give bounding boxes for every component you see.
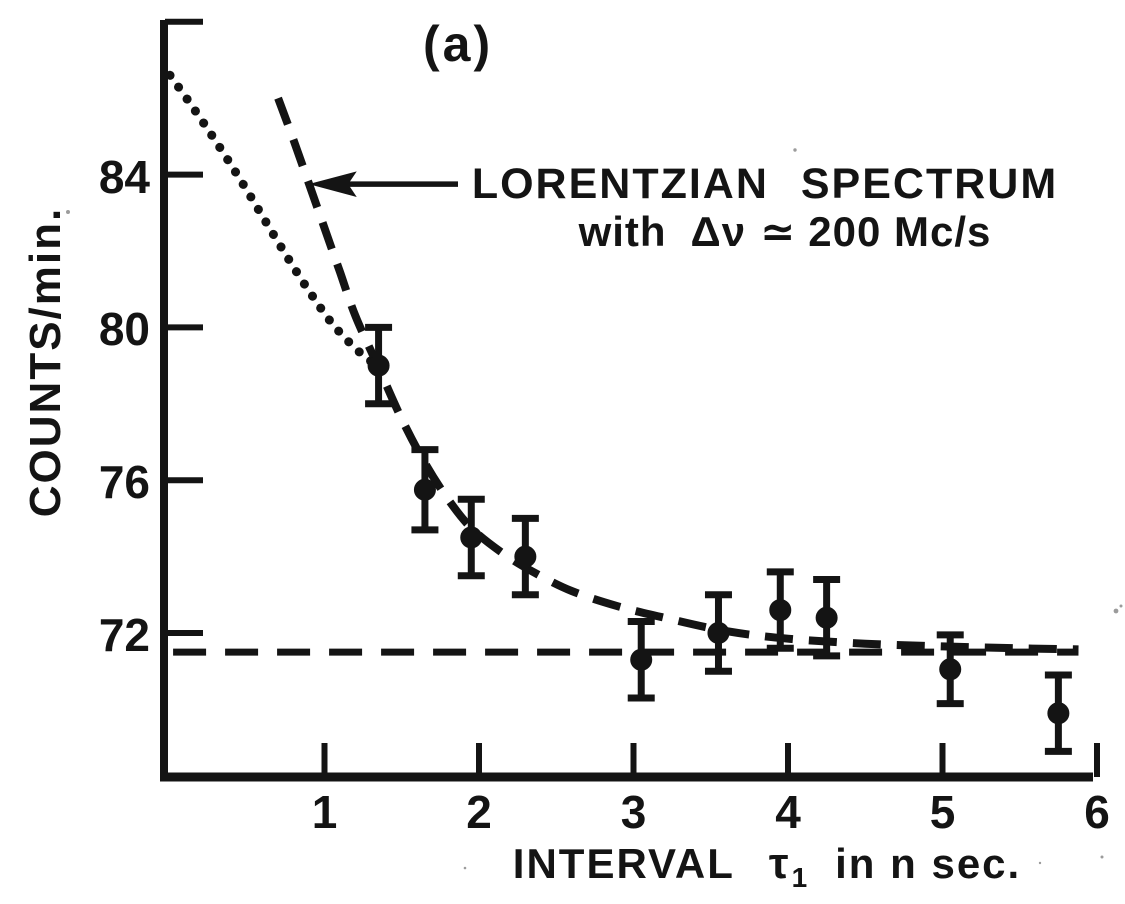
x-tick-label: 1 (311, 786, 338, 838)
x-axis-title-word: INTERVAL (512, 840, 735, 887)
y-tick-label: 72 (98, 609, 150, 661)
annotation-line2: with Δν ≃ 200 Mc/s (465, 211, 1105, 253)
data-point-marker (815, 606, 838, 629)
annotation-linewidth-value: 200 Mc/s (808, 208, 992, 255)
y-tick-label: 80 (98, 303, 150, 356)
y-axis-title: COUNTS/min. (21, 206, 70, 518)
data-point-with-error-bar (411, 446, 439, 534)
data-point-with-error-bar (936, 631, 964, 708)
extrapolation-dotted-curve (165, 70, 379, 369)
x-tick-label: 2 (466, 786, 492, 838)
annotation-delta-nu-symbol: Δν (690, 208, 747, 255)
data-point-with-error-bar (766, 568, 794, 652)
lorentzian-fit-dashed-curve (274, 96, 1079, 654)
x-axis-title: INTERVAL τ 1 in n sec. (397, 839, 1125, 892)
tau-symbol: τ (768, 839, 791, 888)
x-tick-label: 6 (1084, 786, 1110, 838)
data-point-with-error-bar (365, 323, 393, 408)
data-point-with-error-bar (457, 495, 485, 580)
x-tick-label: 4 (775, 786, 801, 838)
data-point-with-error-bar (813, 576, 841, 660)
data-series (365, 323, 1072, 755)
x-tick-label: 3 (620, 786, 647, 838)
annotation-with: with (578, 208, 667, 255)
y-tick-label: 84 (98, 150, 150, 203)
data-point-marker (630, 648, 653, 671)
data-point-with-error-bar (627, 618, 655, 702)
data-point-marker (707, 622, 730, 644)
panel-label: (a) (423, 16, 494, 72)
data-point-marker (769, 599, 792, 622)
annotation-arrow (308, 171, 458, 197)
y-tick-label: 76 (98, 456, 150, 509)
data-point-marker (460, 526, 483, 549)
data-point-with-error-bar (1044, 671, 1072, 755)
tau-subscript: 1 (791, 862, 810, 893)
data-point-with-error-bar (704, 591, 732, 675)
tick-marks (165, 18, 1100, 777)
data-point-with-error-bar (511, 514, 539, 599)
x-axis-title-units: in n sec. (835, 840, 1022, 887)
x-tick-label: 5 (929, 786, 956, 838)
data-point-marker (413, 478, 436, 501)
annotation-approx-symbol: ≃ (760, 208, 797, 255)
data-point-marker (939, 658, 962, 681)
data-point-marker (1047, 702, 1070, 725)
annotation-line1: LORENTZIAN SPECTRUM (471, 160, 1059, 208)
axes (160, 20, 1093, 782)
data-point-marker (514, 545, 537, 568)
data-point-marker (367, 354, 390, 377)
scan-noise (66, 148, 1123, 870)
